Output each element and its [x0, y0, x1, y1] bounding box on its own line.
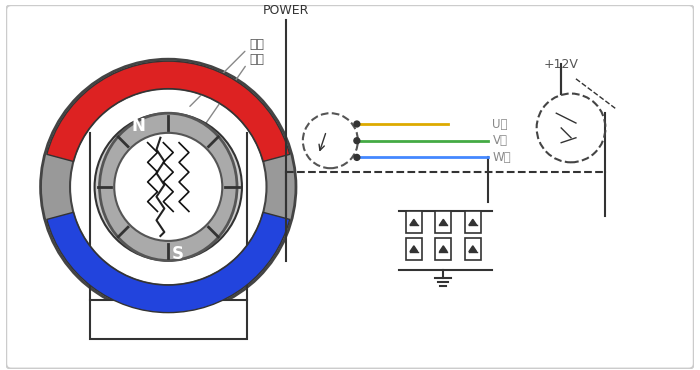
- Bar: [406, 211, 421, 233]
- Text: V相: V相: [492, 134, 508, 147]
- Circle shape: [41, 59, 296, 314]
- Wedge shape: [47, 61, 290, 161]
- Wedge shape: [47, 212, 290, 313]
- Polygon shape: [469, 246, 477, 252]
- Circle shape: [94, 113, 242, 260]
- Circle shape: [354, 121, 360, 127]
- Polygon shape: [440, 219, 447, 225]
- Circle shape: [354, 154, 360, 160]
- Polygon shape: [410, 219, 418, 225]
- Text: S: S: [172, 245, 184, 263]
- Text: 定子: 定子: [250, 53, 265, 66]
- Bar: [465, 211, 481, 233]
- Text: +12V: +12V: [544, 58, 579, 71]
- Text: W相: W相: [492, 151, 511, 164]
- Circle shape: [354, 138, 360, 144]
- Circle shape: [70, 89, 267, 285]
- Bar: [465, 238, 481, 260]
- Ellipse shape: [99, 113, 237, 260]
- Bar: [90, 300, 247, 339]
- FancyBboxPatch shape: [6, 5, 694, 369]
- Text: POWER: POWER: [263, 4, 309, 17]
- Polygon shape: [410, 246, 418, 252]
- Polygon shape: [469, 219, 477, 225]
- Circle shape: [114, 133, 223, 241]
- Text: 转子: 转子: [250, 38, 265, 51]
- Bar: [406, 238, 421, 260]
- Text: N: N: [132, 117, 146, 135]
- Text: U相: U相: [492, 118, 508, 131]
- Bar: [435, 211, 452, 233]
- Polygon shape: [440, 246, 447, 252]
- Bar: [435, 238, 452, 260]
